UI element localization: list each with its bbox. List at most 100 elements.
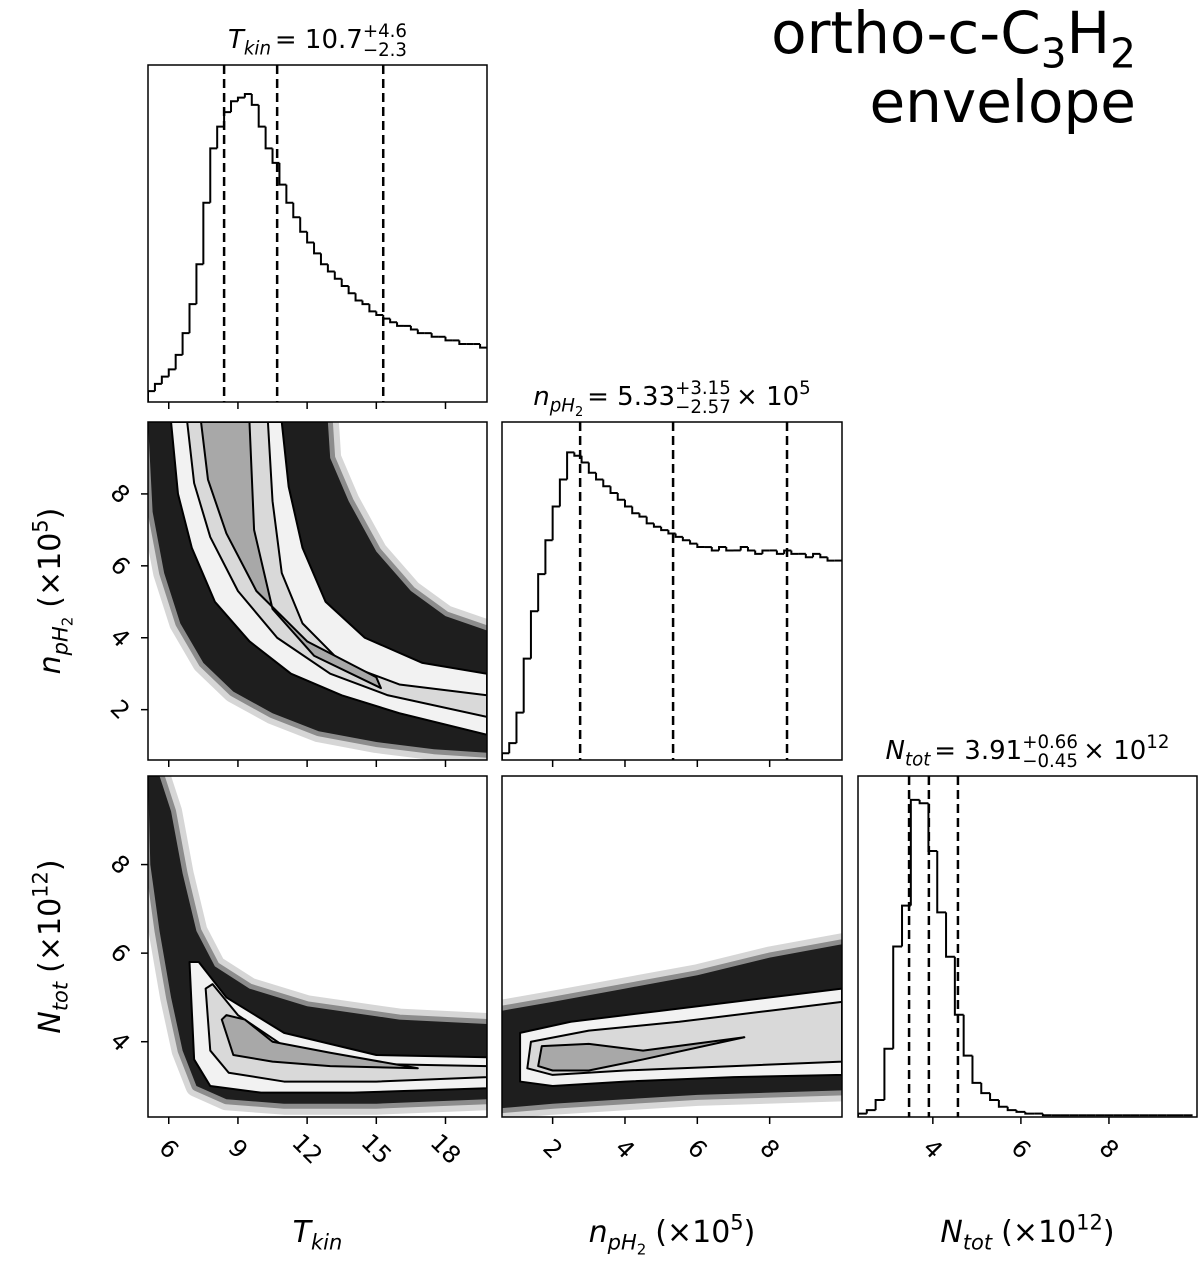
figure-title: ortho-c-C 3 H 2 [771,0,1136,78]
hist-step [515,711,524,744]
hist-step [202,201,211,265]
hist-step [181,332,190,355]
hist-step [566,451,575,480]
panel-title-part: 5 [799,378,811,399]
hist-step [444,336,453,342]
panel-title-part: × 10 [1083,736,1146,766]
hist-step [250,93,259,106]
hist-step [602,479,611,488]
x-tick-label: 2 [537,1134,568,1165]
x-tick-label: 4 [610,1134,641,1165]
panel [502,422,842,760]
hist-step [326,264,335,273]
panel-title-part: −2.3 [363,40,407,61]
hist-step [558,478,568,507]
panel-title-part: +3.15 [675,378,731,399]
hist-step [804,553,814,559]
contour [200,422,382,690]
x-axis-label-part: 5 [730,1210,743,1234]
hist-step [746,547,756,552]
hist-step [980,1082,991,1095]
x-tick-label: 8 [754,1134,785,1165]
hist-step [216,125,225,149]
y-tick-label: 8 [105,479,136,510]
panel-title-part: +4.6 [363,21,407,42]
hist-step [616,492,625,501]
hist-step [160,375,169,384]
hist-step [587,462,597,474]
hist-step [537,573,546,612]
hist-step [953,956,964,1016]
x-tick-label: 4 [918,1134,949,1165]
panel-title-part: N [886,736,905,766]
hist-step [458,340,467,346]
hist-step [292,202,301,219]
hist-step [1015,1110,1026,1113]
hist-step [153,382,162,392]
panel-title-part: tot [905,750,931,771]
hist-step [739,546,748,551]
hist-step [826,557,835,562]
hist-step [962,1014,973,1057]
hist-step [812,552,821,558]
hist-step [285,184,294,204]
hist-step [236,96,245,102]
y-axis-label-part: 5 [28,519,52,532]
hist-step [1024,1111,1035,1115]
hist-step [278,162,287,186]
x-tick-label: 8 [1094,1134,1125,1165]
figure-subtitle: envelope [869,68,1136,136]
hist-step [333,271,342,280]
hist-step [389,318,398,324]
hist-step [319,253,328,266]
hist-step [790,550,799,555]
panel-frame [857,775,1198,1118]
panel-title-part: n [533,382,549,412]
x-axis-label-part: T [293,1215,314,1250]
x-axis-label-part: ) [1103,1215,1115,1250]
x-axis-label: n pH 2 (×10 5) [589,1210,756,1258]
y-axis-label-part: 2 [59,617,77,627]
panel-title-part: = 5.33 [587,382,675,412]
hist-step [819,553,828,559]
panel-title-part: +0.66 [1022,732,1078,753]
x-axis-label-part: n [589,1215,608,1250]
hist-step [167,368,176,377]
y-axis-label-part: pH [49,626,73,656]
panel-title-part: 2 [575,405,583,420]
hist-step [609,486,618,494]
panel-title: n pH 2 = 5.33 +3.15−2.57 × 10 5 [533,378,811,420]
hist-step [883,1047,894,1100]
hist-step [479,344,487,349]
hist-step [997,1099,1008,1108]
hist-step [529,610,539,659]
hist-step [257,104,266,128]
hist-step [508,742,517,754]
panel-title-part: 12 [1146,732,1169,753]
hist-step [667,530,676,535]
panel-title-part: −2.57 [675,397,731,418]
hist-step [909,798,920,906]
hist-step [299,217,308,233]
hist-step [901,904,911,947]
hist-step [1006,1106,1017,1112]
hist-step [761,549,770,554]
panel-title-part: × 10 [736,382,799,412]
hist-step [918,799,929,805]
hist-step [718,546,727,551]
hist-step [645,516,654,525]
hist-step [858,1112,867,1117]
panel-frame [147,64,488,403]
y-tick-label: 2 [105,694,136,725]
hist-step [271,148,280,164]
hist-step [416,329,425,335]
y-axis-label-part: (×10 [33,898,68,973]
hist-step [396,322,404,327]
y-axis-label-part: 12 [28,871,52,898]
hist-step [783,549,792,554]
hist-step [340,278,349,288]
y-tick-label: 8 [105,849,136,880]
x-tick-label: 9 [223,1134,254,1165]
panel-title-part: kin [244,39,271,60]
